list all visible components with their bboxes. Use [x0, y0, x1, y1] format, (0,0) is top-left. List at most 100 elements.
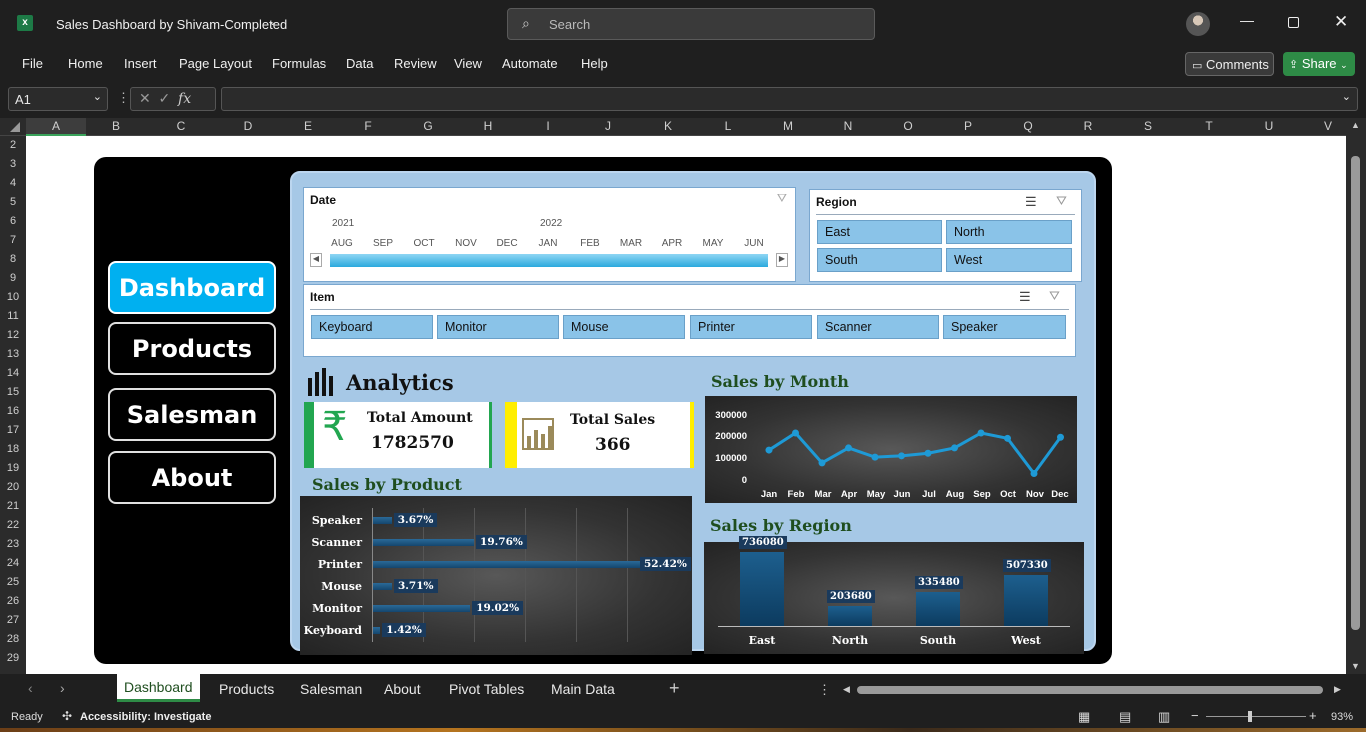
page-layout-view-icon[interactable]: ▤	[1119, 709, 1132, 724]
column-header[interactable]: B	[111, 119, 120, 133]
row-header[interactable]: 5	[9, 196, 17, 208]
row-header[interactable]: 13	[6, 348, 20, 360]
scroll-up-icon[interactable]: ▲	[1351, 120, 1360, 130]
sales-by-region-chart[interactable]: East North South West 736080 203680 335480…	[704, 536, 1084, 654]
bar[interactable]	[373, 517, 392, 524]
share-button[interactable]: ⇪ Share ⌄	[1283, 52, 1355, 76]
multi-select-icon[interactable]: ☰	[1025, 194, 1037, 209]
sheet-tab-salesman[interactable]: Salesman	[300, 681, 363, 697]
row-header[interactable]: 23	[6, 538, 20, 550]
accessibility-icon[interactable]: ✣	[62, 709, 73, 723]
zoom-slider[interactable]	[1206, 716, 1306, 717]
worksheet-grid[interactable]: Dashboard Products Salesman About Date ⛛…	[26, 136, 1346, 674]
restore-icon[interactable]	[1288, 17, 1299, 28]
bar[interactable]	[373, 583, 392, 590]
column-header[interactable]: D	[243, 119, 253, 133]
comments-button[interactable]: ▭ Comments	[1185, 52, 1274, 76]
row-header[interactable]: 22	[6, 519, 20, 531]
column-header[interactable]: M	[783, 119, 793, 133]
avatar[interactable]	[1186, 12, 1210, 36]
region-slicer[interactable]: Region ☰ ⛛ East North South West	[809, 189, 1082, 282]
row-header[interactable]: 27	[6, 614, 20, 626]
prev-sheet-icon[interactable]: ‹	[28, 680, 33, 696]
bar[interactable]	[373, 561, 641, 568]
data-point[interactable]	[792, 429, 799, 437]
menu-automate[interactable]: Automate	[502, 56, 558, 71]
column-header[interactable]: L	[724, 119, 732, 133]
sales-by-product-chart[interactable]: Speaker 3.67% Scanner 19.76% Printer 52.42% Mo…	[300, 496, 692, 655]
data-point[interactable]	[871, 453, 879, 461]
row-header[interactable]: 19	[6, 462, 20, 474]
column-header[interactable]: E	[303, 119, 312, 133]
scroll-left-icon[interactable]: ◀	[310, 253, 322, 267]
column-header[interactable]: T	[1205, 119, 1213, 133]
formula-input[interactable]: ⌄	[221, 87, 1358, 111]
row-header[interactable]: 15	[6, 386, 20, 398]
normal-view-icon[interactable]: ▦	[1078, 709, 1091, 724]
item-slicer[interactable]: Item ☰ ⛛ Keyboard Monitor Mouse Printer …	[303, 284, 1076, 357]
zoom-level[interactable]: 93%	[1331, 711, 1354, 723]
close-icon[interactable]: ✕	[1334, 12, 1349, 31]
column-header[interactable]: H	[483, 119, 493, 133]
item-scanner-button[interactable]: Scanner	[817, 315, 939, 339]
menu-page-layout[interactable]: Page Layout	[179, 56, 253, 71]
multi-select-icon[interactable]: ☰	[1019, 289, 1031, 304]
page-break-view-icon[interactable]: ▥	[1158, 709, 1171, 724]
data-point[interactable]	[977, 429, 985, 437]
column-header[interactable]: U	[1264, 119, 1274, 133]
clear-filter-icon[interactable]: ⛛	[776, 191, 787, 205]
column-header[interactable]: K	[663, 119, 672, 133]
clear-filter-icon[interactable]: ⛛	[1056, 193, 1067, 208]
row-header[interactable]: 2	[9, 139, 17, 151]
timeline-bar[interactable]	[330, 254, 768, 267]
data-point[interactable]	[765, 446, 773, 454]
bar[interactable]	[740, 552, 784, 626]
region-west-button[interactable]: West	[946, 248, 1072, 272]
region-east-button[interactable]: East	[817, 220, 942, 244]
data-point[interactable]	[1030, 470, 1038, 478]
sheet-tab-main-data[interactable]: Main Data	[551, 681, 615, 697]
row-header[interactable]: 3	[9, 158, 17, 170]
scroll-left-icon[interactable]: ◀	[843, 684, 850, 694]
menu-formulas[interactable]: Formulas	[272, 56, 327, 71]
about-nav-button[interactable]: About	[108, 451, 276, 504]
column-header[interactable]: F	[364, 119, 372, 133]
salesman-nav-button[interactable]: Salesman	[108, 388, 276, 441]
row-header[interactable]: 20	[6, 481, 20, 493]
row-header[interactable]: 14	[6, 367, 20, 379]
column-header[interactable]: P	[963, 119, 972, 133]
name-box[interactable]: A1 ⌄	[8, 87, 108, 111]
data-point[interactable]	[818, 459, 826, 467]
dashboard-nav-button[interactable]: Dashboard	[108, 261, 276, 314]
bar[interactable]	[1004, 574, 1048, 626]
row-header[interactable]: 16	[6, 405, 20, 417]
scroll-thumb[interactable]	[1351, 156, 1360, 630]
minimize-icon[interactable]: —	[1240, 12, 1254, 28]
add-sheet-icon[interactable]: +	[669, 678, 680, 698]
date-timeline-slicer[interactable]: Date ⛛ 2021 2022 AUG SEP OCT NOV DEC JAN…	[303, 187, 796, 282]
row-header[interactable]: 26	[6, 595, 20, 607]
sheet-tab-dashboard[interactable]: Dashboard	[124, 679, 193, 695]
row-header[interactable]: 29	[6, 652, 20, 664]
item-speaker-button[interactable]: Speaker	[943, 315, 1066, 339]
menu-data[interactable]: Data	[346, 56, 374, 71]
vertical-scrollbar[interactable]: ▲ ▼	[1346, 118, 1366, 674]
item-monitor-button[interactable]: Monitor	[437, 315, 559, 339]
sheet-tab-pivot-tables[interactable]: Pivot Tables	[449, 681, 525, 697]
menu-help[interactable]: Help	[581, 56, 608, 71]
row-header[interactable]: 6	[9, 215, 17, 227]
row-header[interactable]: 25	[6, 576, 20, 588]
bar[interactable]	[828, 605, 872, 626]
more-icon[interactable]: ⋮	[117, 90, 130, 105]
row-header[interactable]: 24	[6, 557, 20, 569]
data-point[interactable]	[845, 444, 852, 452]
column-header[interactable]: O	[903, 119, 913, 133]
bar[interactable]	[373, 627, 381, 634]
sheet-tab-active[interactable]	[117, 674, 200, 702]
data-point[interactable]	[1004, 434, 1011, 442]
menu-file[interactable]: File	[22, 56, 43, 71]
clear-filter-icon[interactable]: ⛛	[1049, 288, 1060, 303]
zoom-slider-thumb[interactable]	[1248, 711, 1252, 722]
row-header[interactable]: 18	[6, 443, 20, 455]
data-point[interactable]	[1057, 433, 1064, 441]
